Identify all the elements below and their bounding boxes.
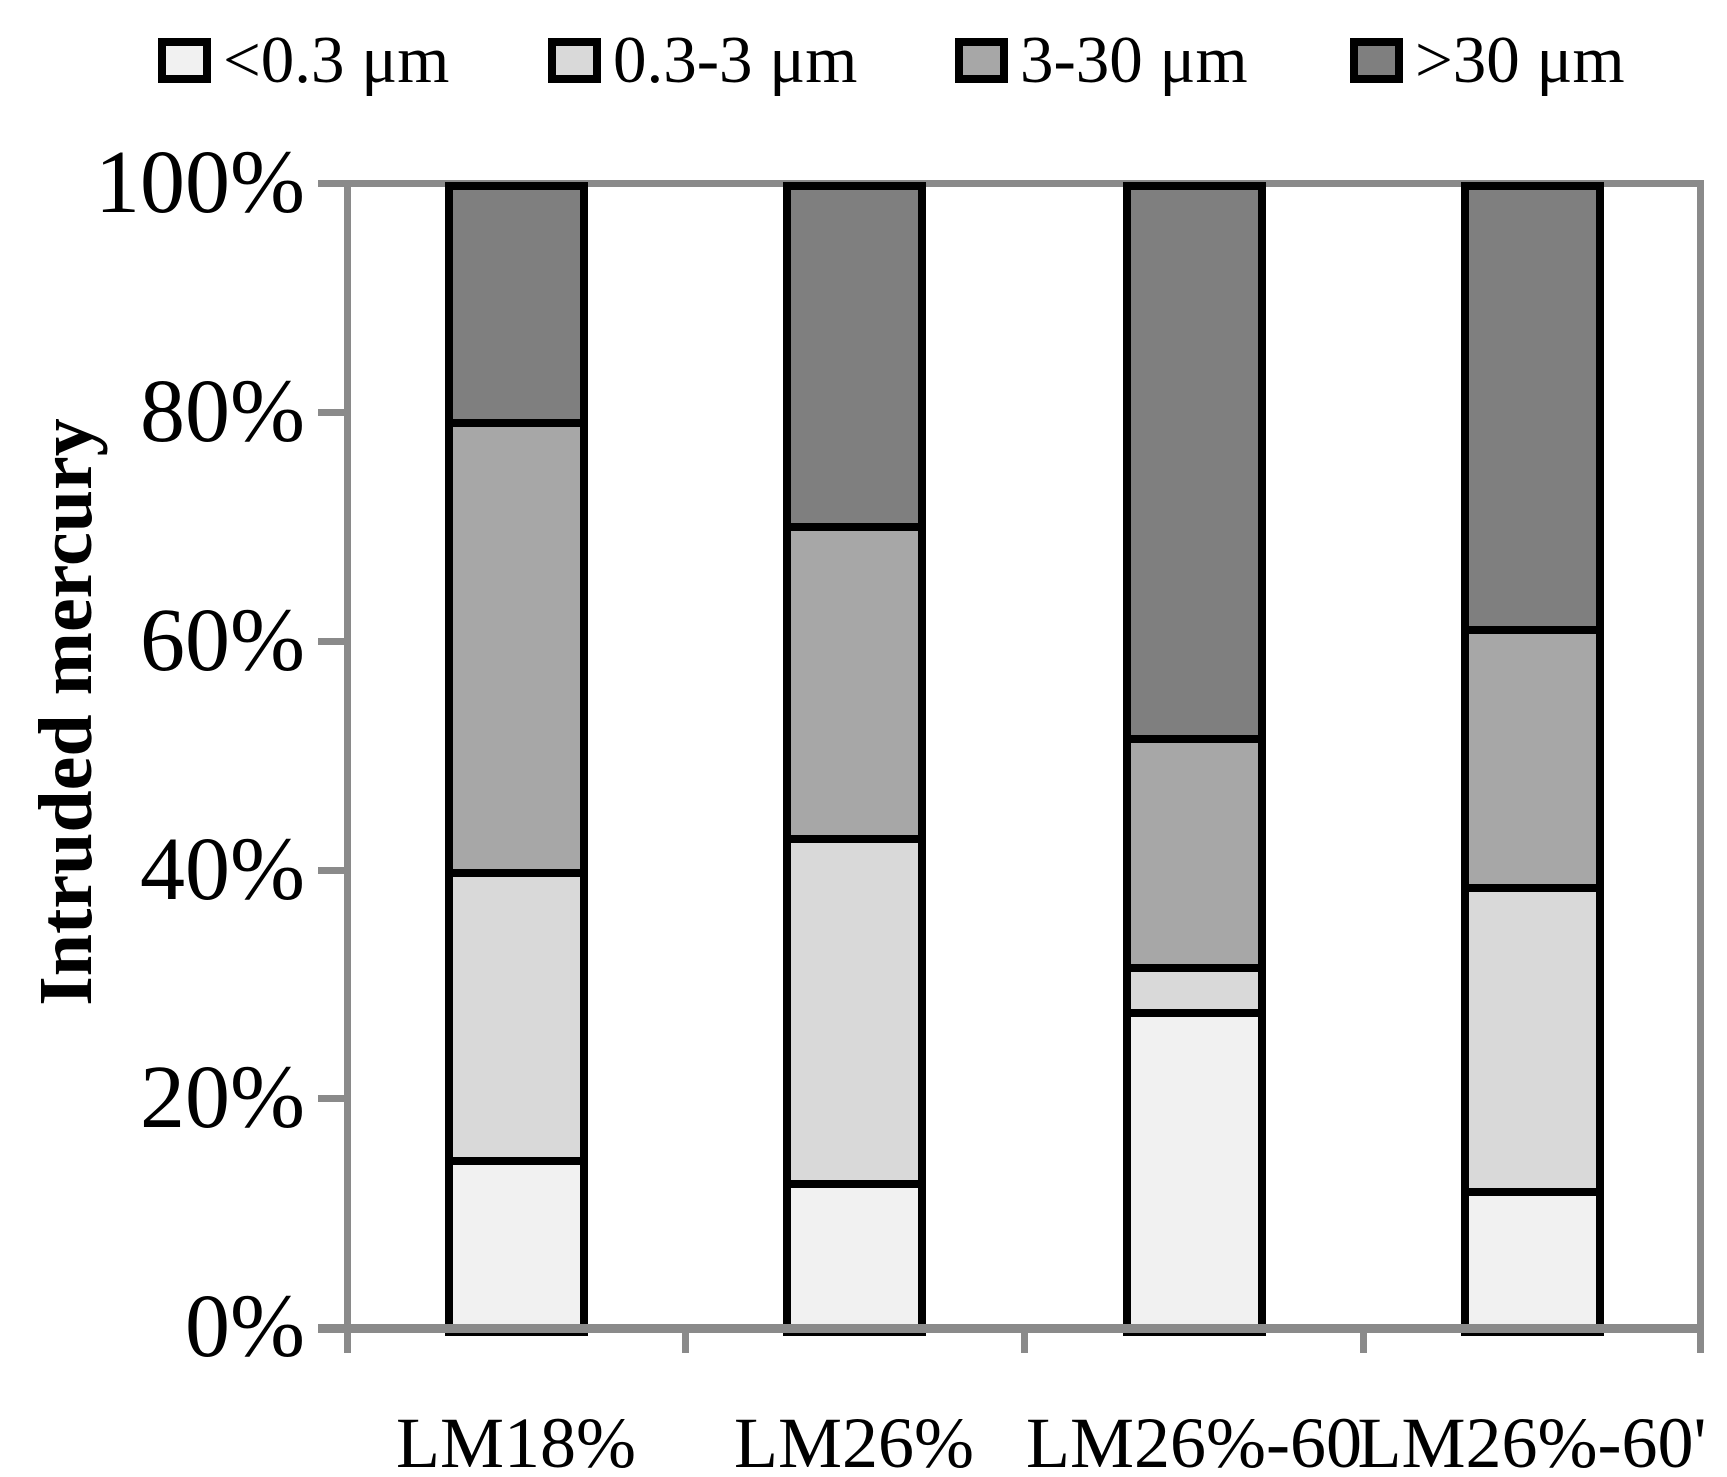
legend-item: <0.3 μm xyxy=(158,15,449,105)
bar-segment xyxy=(1131,735,1258,964)
bar-segment xyxy=(453,869,580,1158)
x-axis-tick-mark xyxy=(344,1331,351,1353)
y-tick-label: 40% xyxy=(140,820,305,919)
bar-segment xyxy=(791,190,918,524)
legend-label: >30 μm xyxy=(1415,23,1625,97)
bar-segment xyxy=(1131,963,1258,1010)
bar-segment xyxy=(453,190,580,419)
legend-label: <0.3 μm xyxy=(223,23,450,97)
bar-segment xyxy=(791,523,918,836)
y-axis-tick-mark xyxy=(318,180,344,187)
bar-LM26% xyxy=(783,182,926,1336)
x-axis-tick-mark xyxy=(1360,1331,1367,1353)
x-category-label: LM18% xyxy=(396,1403,636,1477)
legend-swatch-icon xyxy=(548,37,601,83)
bar-segment xyxy=(791,1180,918,1328)
bar-segment xyxy=(791,835,918,1181)
bar-segment xyxy=(1469,625,1596,885)
y-tick-label: 20% xyxy=(140,1048,305,1147)
x-category-label: LM26%-60' xyxy=(1357,1403,1707,1477)
y-tick-label: 100% xyxy=(95,133,305,232)
y-axis-tick-mark xyxy=(318,409,344,416)
x-category-label: LM26%-60 xyxy=(1026,1403,1362,1477)
bar-segment xyxy=(453,1157,580,1328)
plot-top-border xyxy=(318,180,1704,187)
legend-swatch-icon xyxy=(1350,37,1403,83)
legend-item: 0.3-3 μm xyxy=(548,15,857,105)
y-axis-line xyxy=(344,180,351,1333)
x-category-label: LM26% xyxy=(734,1403,974,1477)
y-tick-label: 80% xyxy=(140,362,305,461)
bar-segment xyxy=(1469,884,1596,1189)
y-axis-tick-mark xyxy=(318,867,344,874)
x-axis-line xyxy=(318,1324,1704,1333)
y-tick-label: 0% xyxy=(185,1277,305,1376)
bar-segment xyxy=(1131,1009,1258,1328)
bar-segment xyxy=(1469,1188,1596,1328)
legend-swatch-icon xyxy=(158,37,211,83)
bar-LM26%-60 xyxy=(1123,182,1266,1336)
x-axis-tick-mark xyxy=(682,1331,689,1353)
legend-label: 3-30 μm xyxy=(1020,23,1248,97)
bar-LM26%-60' xyxy=(1461,182,1604,1336)
x-axis-tick-mark xyxy=(1697,1331,1704,1353)
legend-swatch-icon xyxy=(955,37,1008,83)
x-axis-tick-mark xyxy=(1021,1331,1028,1353)
y-tick-label: 60% xyxy=(140,591,305,690)
plot-right-border xyxy=(1697,180,1704,1333)
legend-label: 0.3-3 μm xyxy=(613,23,858,97)
y-axis-tick-mark xyxy=(318,1095,344,1102)
legend-item: 3-30 μm xyxy=(955,15,1248,105)
bar-segment xyxy=(1469,190,1596,626)
bar-LM18% xyxy=(445,182,588,1336)
bar-segment xyxy=(453,418,580,870)
y-axis-tick-mark xyxy=(318,638,344,645)
y-axis-title: Intruded mercury xyxy=(24,418,108,1006)
bar-segment xyxy=(1131,190,1258,736)
legend-item: >30 μm xyxy=(1350,15,1625,105)
